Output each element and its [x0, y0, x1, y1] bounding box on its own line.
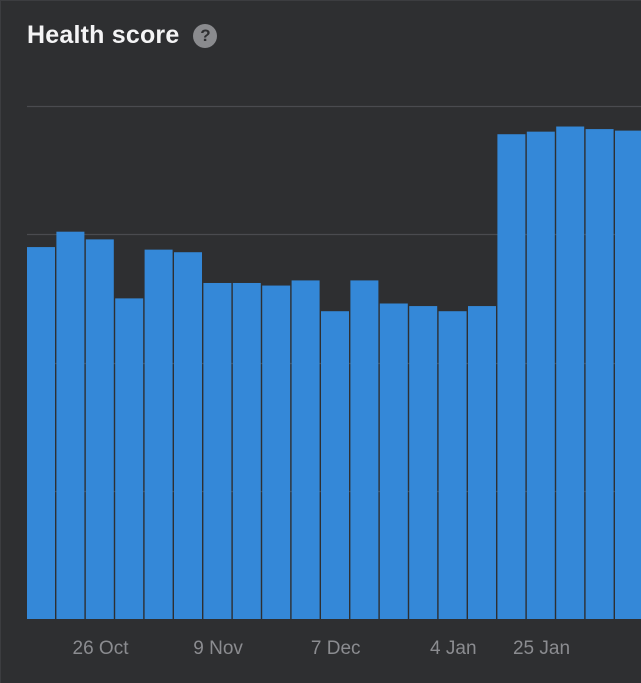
- bar-0[interactable]: [27, 247, 55, 619]
- x-tick-label: 4 Jan: [430, 638, 476, 659]
- bar-7[interactable]: [232, 282, 261, 619]
- bar-3[interactable]: [115, 298, 144, 620]
- bar-6[interactable]: [203, 282, 232, 619]
- bar-layer: [27, 126, 641, 620]
- bar-10[interactable]: [321, 311, 349, 619]
- x-tick-label: 26 Oct: [73, 638, 130, 659]
- panel-title: Health score: [27, 21, 180, 49]
- bar-20[interactable]: [615, 130, 641, 619]
- bar-15[interactable]: [468, 306, 496, 619]
- x-tick-label: 9 Nov: [193, 638, 243, 659]
- x-tick-label: 25 Jan: [513, 638, 570, 659]
- bar-2[interactable]: [85, 239, 114, 619]
- bar-4[interactable]: [144, 249, 173, 619]
- bar-1[interactable]: [56, 231, 85, 619]
- bar-12[interactable]: [379, 303, 408, 620]
- bar-11[interactable]: [350, 280, 379, 619]
- x-tick-label: 7 Dec: [311, 638, 361, 659]
- bar-17[interactable]: [526, 131, 555, 619]
- bar-9[interactable]: [291, 280, 320, 619]
- bar-19[interactable]: [585, 129, 614, 619]
- panel-header: Health score ?: [27, 21, 218, 50]
- bar-8[interactable]: [262, 285, 291, 619]
- bar-5[interactable]: [174, 252, 202, 619]
- bar-14[interactable]: [438, 311, 467, 619]
- bar-18[interactable]: [556, 126, 585, 620]
- bar-13[interactable]: [409, 306, 438, 619]
- question-mark-icon[interactable]: ?: [193, 23, 218, 48]
- bar-16[interactable]: [497, 134, 526, 619]
